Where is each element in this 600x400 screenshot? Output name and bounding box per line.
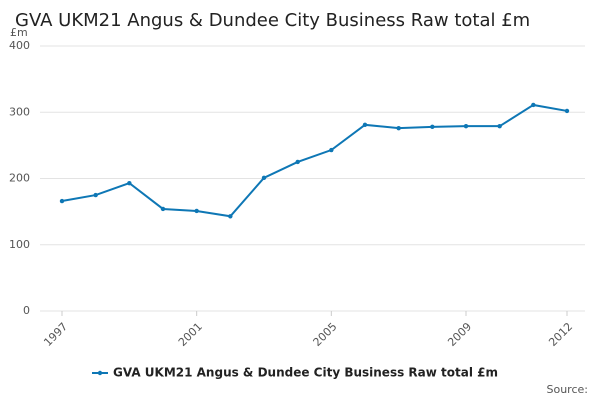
x-tick-label: 2005 [311, 320, 340, 349]
line [61, 103, 568, 218]
point [531, 102, 536, 108]
y-tick-label: 100 [9, 238, 30, 251]
point [93, 192, 98, 198]
y-tick-label: 400 [9, 39, 30, 52]
x-tick-label: 2012 [546, 320, 575, 349]
point [160, 206, 166, 212]
y-axis-label: £m [10, 26, 28, 39]
x-tick-label: 2001 [176, 320, 205, 349]
x-tick-label: 1997 [41, 320, 70, 349]
point [430, 124, 435, 130]
point [362, 122, 368, 128]
legend-marker [97, 370, 103, 376]
point [59, 198, 65, 204]
chart-title: GVA UKM21 Angus & Dundee City Business R… [15, 10, 530, 31]
point [329, 147, 334, 153]
x-tick-label: 2009 [445, 320, 474, 349]
point [261, 175, 267, 181]
y-tick-label: 0 [23, 304, 30, 317]
point [127, 180, 132, 186]
point [564, 108, 570, 114]
y-tick-label: 300 [9, 105, 30, 118]
point [228, 214, 233, 219]
point [194, 208, 199, 214]
point [497, 123, 502, 129]
legend-label: GVA UKM21 Angus & Dundee City Business R… [113, 366, 498, 380]
point [463, 123, 469, 129]
y-tick-label: 200 [9, 172, 30, 185]
point [295, 159, 300, 165]
source: Source: [547, 383, 589, 396]
point [396, 125, 401, 131]
